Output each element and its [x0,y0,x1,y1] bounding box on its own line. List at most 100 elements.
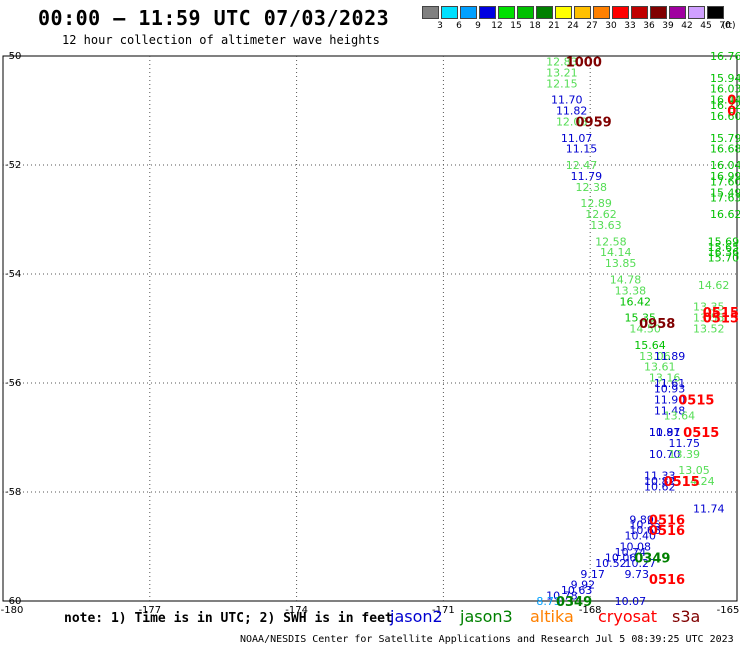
x-tick-label: -180 [1,605,24,616]
swh-value-label: 14.24 [683,475,715,488]
swh-value-label: 8.73 [536,595,561,608]
swh-value-label: 10.62 [644,481,676,494]
swh-value-label: 11.61 [654,377,686,390]
pass-time-label: 0 [727,105,736,120]
swh-value-label: 13.61 [644,361,676,374]
colorbar-tick-label: 12 [491,21,503,31]
footer-note: note: 1) Time is in UTC; 2) SWH is in fe… [64,611,393,626]
swh-value-label: 10.82 [644,475,676,488]
swh-value-label: 14.78 [610,273,642,286]
colorbar-tick-label: 3 [437,21,443,31]
x-tick-label: -171 [432,605,455,616]
colorbar-tick-label: 33 [624,21,636,31]
colorbar-swatch [612,6,629,19]
swh-value-label: 14.14 [600,246,632,259]
pass-time-label: 0349 [634,551,670,566]
pass-time-label: 0516 [649,524,685,539]
satellite-legend-item: jason3 [460,607,513,626]
pass-time-label: 0515 [703,306,739,321]
swh-value-label: 11.91 [649,426,681,439]
colorbar-swatch [460,6,477,19]
pass-time-labels: 1000095909580515051500051505150515051605… [556,55,739,610]
swh-value-label: 16.22 [710,99,740,112]
colorbar-tick-label: 27 [586,21,598,31]
swh-value-label: 9.89 [629,513,654,526]
swh-value-label: 12.38 [576,181,608,194]
colorbar-tick-label: 9 [475,21,481,31]
pass-time-label: 0349 [556,595,592,610]
y-tick-label: -52 [5,160,21,171]
colorbar-swatch [631,6,648,19]
pass-time-label: 0515 [678,393,714,408]
swh-value-label: 15.49 [710,186,740,199]
swh-value-label: 14.62 [698,279,730,292]
swh-value-label: 11.70 [551,94,583,107]
colorbar-swatch [707,6,724,19]
swh-value-label: 13.55 [693,312,725,325]
swh-value-label: 12.15 [546,77,578,90]
satellite-legend-item: jason2 [390,607,443,626]
plot-area [2,55,738,602]
swh-value-label: 16.36 [708,246,740,259]
swh-value-label: 13.85 [605,257,637,270]
swh-value-label: 10.70 [649,448,681,461]
swh-value-label: 15.79 [710,132,740,145]
colorbar-tick-label: 36 [643,21,655,31]
colorbar-swatch [688,6,705,19]
swh-value-label: 16.04 [710,159,740,172]
swh-value-label: 17.63 [710,192,740,205]
colorbar-tick-label: 39 [662,21,674,31]
colorbar-tick-label: 21 [548,21,560,31]
swh-value-label: 16.60 [710,110,740,123]
pass-time-label: 0515 [664,475,700,490]
colorbar-tick-label: 30 [605,21,617,31]
swh-value-label: 15.65 [708,241,740,254]
swh-value-label: 16.42 [620,295,652,308]
swh-value-label: 11.33 [644,470,676,483]
plot-grid [3,56,737,601]
colorbar-tick-label: 18 [529,21,541,31]
swh-value-label: 10.74 [615,546,647,559]
swh-value-label: 13.05 [678,464,710,477]
swh-value-label: 11.79 [571,170,603,183]
y-tick-label: -58 [5,487,21,498]
colorbar-swatch [555,6,572,19]
pass-time-label: 0959 [576,115,612,130]
colorbar-swatch [422,6,439,19]
swh-value-label: 12.62 [585,208,617,221]
swh-value-label: 17.60 [710,175,740,188]
swh-value-label: 13.21 [546,66,578,79]
colorbar-swatch [593,6,610,19]
swh-value-label: 10.40 [624,530,656,543]
pass-time-label: 0515 [683,426,719,441]
colorbar-tick-label: 6 [456,21,462,31]
y-tick-label: -50 [5,51,21,62]
x-tick-label: -174 [285,605,308,616]
colorbar-swatch [536,6,553,19]
swh-value-label: 13.16 [649,372,681,385]
colorbar-swatch [498,6,515,19]
swh-value-label: 16.44 [710,94,740,107]
x-tick-label: -177 [138,605,161,616]
swh-value-label: 14.50 [629,323,661,336]
colorbar-swatch [479,6,496,19]
swh-value-label: 10.63 [561,584,593,597]
swh-value-label: 13.06 [639,350,671,363]
swh-value-label: 16.68 [710,143,740,156]
colorbar-tick-label: 15 [510,21,522,31]
swh-value-label: 10.07 [615,595,647,608]
swh-value-label: 13.64 [664,410,696,423]
swh-value-label: 16.62 [710,208,740,221]
satellite-legend-item: s3a [672,607,701,626]
colorbar-swatch [650,6,667,19]
swh-value-label: 11.90 [654,393,686,406]
swh-value-label: 10.27 [624,557,656,570]
swh-value-label: 11.48 [654,404,686,417]
swh-value-label: 11.07 [561,132,593,145]
swh-value-label: 10.55 [629,519,661,532]
colorbar-swatch [669,6,686,19]
swh-value-label: 12.47 [566,159,598,172]
pass-time-label: 0516 [649,573,685,588]
